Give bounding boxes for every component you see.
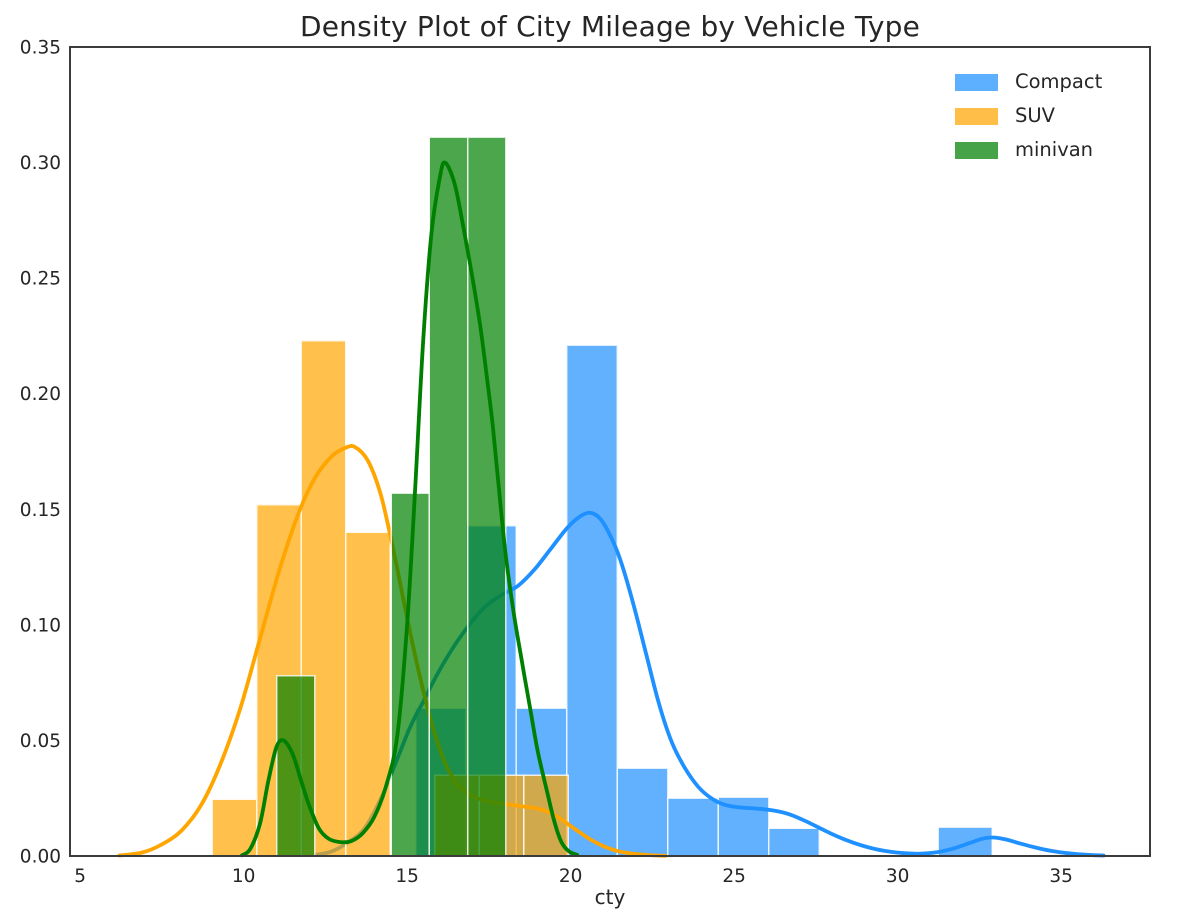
legend: Compact SUV minivan (955, 70, 1103, 175)
legend-label-minivan: minivan (1015, 138, 1094, 161)
y-tick-label: 0.15 (20, 500, 61, 521)
x-tick-label: 30 (886, 866, 910, 887)
y-tick-label: 0.20 (20, 384, 61, 405)
compact-bar (767, 827, 821, 857)
minivan-bar (428, 136, 469, 857)
legend-swatch-minivan (955, 141, 998, 159)
x-axis-label: cty (594, 885, 626, 909)
legend-swatch-compact (955, 73, 998, 91)
legend-label-suv: SUV (1015, 104, 1055, 127)
legend-item-compact: Compact (955, 70, 1103, 93)
y-tick-label: 0.05 (20, 731, 61, 752)
compact-bar (937, 826, 993, 857)
compact-bar (616, 767, 669, 857)
legend-item-minivan: minivan (955, 138, 1102, 161)
legend-label-compact: Compact (1015, 70, 1103, 93)
y-tick-label: 0.10 (20, 615, 61, 636)
legend-item-suv: SUV (955, 104, 1102, 127)
axes-frame (69, 46, 1151, 857)
y-tick-label: 0.25 (20, 269, 61, 290)
x-tick-label: 15 (395, 866, 419, 887)
x-tick-label: 10 (232, 866, 256, 887)
compact-bar (666, 797, 720, 857)
y-tick-label: 0.30 (20, 153, 61, 174)
x-tick-label: 25 (722, 866, 746, 887)
x-tick-labels: 5 10 15 20 25 30 35 (74, 866, 1073, 887)
x-tick-label: 20 (559, 866, 583, 887)
compact-bar (565, 344, 619, 857)
chart-title: Density Plot of City Mileage by Vehicle … (299, 10, 921, 43)
y-tick-label: 0.00 (20, 847, 61, 868)
y-tick-label: 0.35 (20, 38, 61, 59)
minivan-kde-curve (240, 160, 579, 858)
suv-bar (344, 531, 391, 857)
legend-swatch-suv (955, 107, 998, 125)
y-tick-labels: 0.00 0.05 0.10 0.15 0.20 0.25 0.30 0.35 (20, 38, 61, 868)
suv-bar (211, 798, 258, 857)
x-tick-label: 5 (74, 866, 86, 887)
x-tick-label: 35 (1049, 866, 1073, 887)
